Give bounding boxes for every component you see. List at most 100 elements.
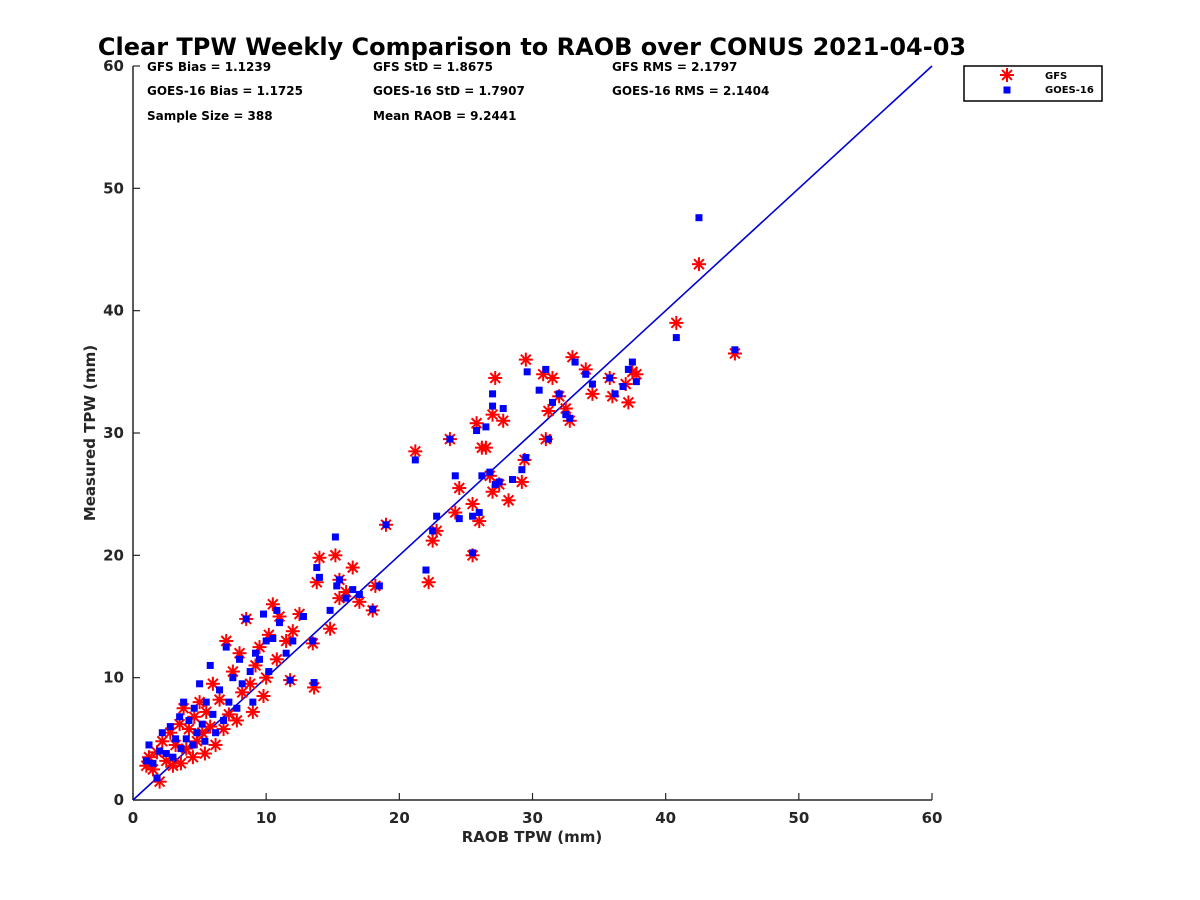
goes-point (446, 435, 454, 443)
goes-point (672, 334, 680, 342)
gfs-point (629, 367, 644, 382)
gfs-point (155, 734, 170, 749)
goes-point (349, 586, 357, 594)
gfs-point (669, 315, 684, 330)
gfs-point (485, 407, 500, 422)
y-tick-label: 40 (103, 302, 124, 320)
goes-point (495, 478, 503, 486)
gfs-point (545, 370, 560, 385)
goes-point (158, 729, 166, 737)
gfs-point (323, 621, 338, 636)
goes-point (451, 472, 459, 480)
y-tick-label: 20 (103, 546, 124, 564)
y-tick-label: 0 (114, 791, 124, 809)
goes-point (518, 466, 526, 474)
gfs-point (199, 704, 214, 719)
gfs-point (245, 704, 260, 719)
goes-point (289, 637, 297, 645)
goes-point (411, 456, 419, 464)
goes-point (509, 475, 517, 483)
gfs-point (269, 652, 284, 667)
legend-gfs-marker (1000, 68, 1014, 82)
goes-point (309, 637, 317, 645)
gfs-point (518, 352, 533, 367)
goes-point (260, 610, 268, 618)
goes-point (201, 737, 209, 745)
goes-point (433, 512, 441, 520)
goes-point (632, 378, 640, 386)
gfs-point (469, 416, 484, 431)
goes-point (169, 753, 177, 761)
gfs-point (216, 722, 231, 737)
goes-point (429, 527, 437, 535)
goes-point (299, 613, 307, 620)
legend-gfs-label: GFS (1045, 71, 1067, 82)
goes-point (202, 698, 210, 706)
gfs-point (496, 413, 511, 428)
gfs-point (328, 548, 343, 563)
gfs-point (285, 624, 300, 639)
goes-point (469, 549, 477, 557)
goes-point (166, 723, 174, 731)
legend-goes-label: GOES-16 (1045, 85, 1094, 96)
goes-point (238, 680, 246, 688)
gfs-point (208, 737, 223, 752)
legend-goes-square (1003, 86, 1011, 94)
gfs-point (173, 756, 188, 771)
legend-goes-marker (1003, 86, 1011, 94)
goes-point (176, 713, 184, 721)
goes-point (249, 698, 257, 706)
goes-point (216, 686, 224, 694)
goes-point (269, 635, 277, 643)
legend-gfs-asterisk (1000, 68, 1014, 82)
goes-point (499, 405, 507, 413)
x-axis-label: RAOB TPW (mm) (462, 828, 603, 846)
gfs-point (235, 685, 250, 700)
goes-point (535, 386, 543, 394)
goes-point (731, 346, 739, 354)
gfs-point (585, 386, 600, 401)
goes-point (182, 735, 190, 743)
goes-point (206, 661, 214, 669)
stat-gfs-rms: GFS RMS = 2.1797 (612, 60, 737, 74)
goes-point (544, 435, 552, 443)
goes-point (185, 716, 193, 724)
x-tick-label: 50 (788, 809, 809, 827)
goes-point (225, 698, 233, 706)
goes-point (375, 582, 383, 590)
goes-point (246, 668, 254, 676)
goes-point (180, 698, 188, 706)
goes-point (193, 729, 201, 737)
gfs-point (185, 750, 200, 765)
goes-point (198, 720, 206, 728)
goes-point (310, 679, 318, 687)
goes-point (548, 398, 556, 406)
goes-point (265, 668, 273, 676)
gfs-point (621, 395, 636, 410)
goes-point (326, 606, 334, 614)
gfs-point (408, 444, 423, 459)
goes-point (333, 582, 341, 590)
goes-point (142, 757, 150, 765)
x-tick-label: 30 (522, 809, 543, 827)
goes-point (473, 427, 481, 435)
goes-point (491, 480, 499, 488)
goes-point (233, 704, 241, 712)
goes-point (489, 402, 497, 410)
gfs-point (501, 493, 516, 508)
goes-point (282, 649, 290, 657)
goes-point (242, 615, 250, 623)
goes-point (455, 515, 463, 523)
goes-point (478, 472, 486, 480)
goes-point (555, 390, 563, 398)
goes-point (177, 745, 185, 753)
stat-sample-size: Sample Size = 388 (147, 109, 273, 123)
goes-point (571, 358, 579, 366)
x-tick-label: 20 (389, 809, 410, 827)
x-tick-label: 40 (655, 809, 676, 827)
goes-point (313, 564, 321, 572)
goes-point (229, 674, 237, 682)
goes-point (522, 453, 530, 461)
goes-point (256, 655, 264, 663)
goes-point (489, 390, 497, 398)
